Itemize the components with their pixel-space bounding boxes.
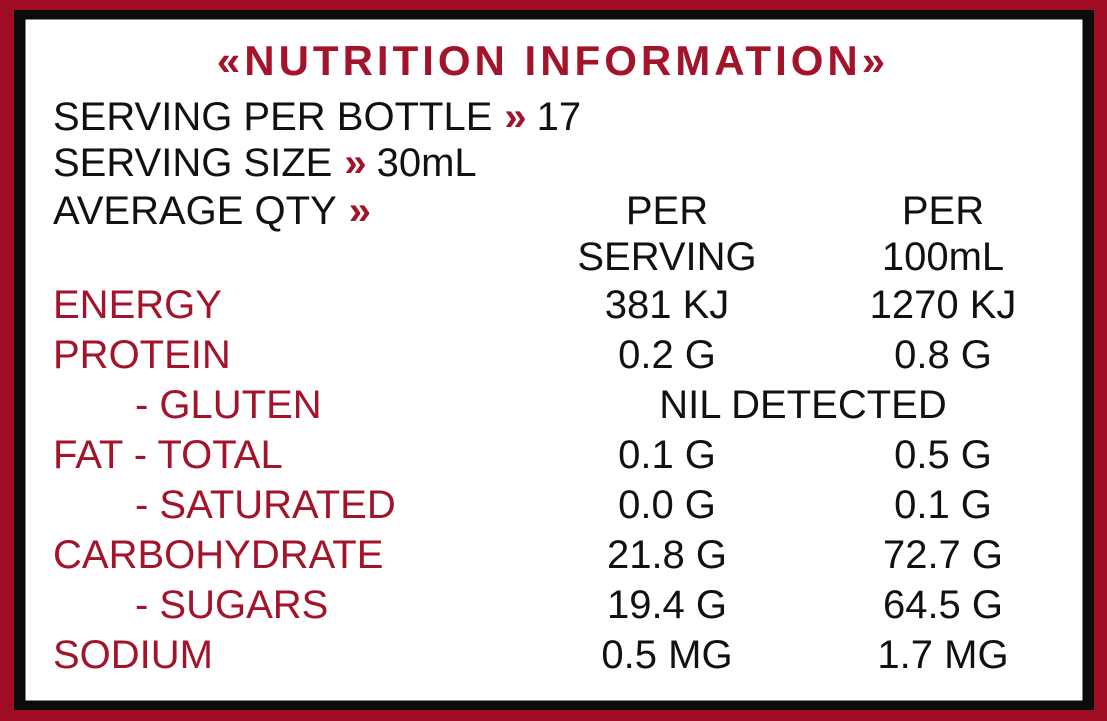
per-100ml-value: 64.5 G [883, 583, 1003, 627]
rows: ENERGY 381 KJ 1270 KJ PROTEIN 0.2 G 0.8 G - GL… [53, 283, 1016, 677]
info-value: 17 [537, 95, 582, 139]
per-serving-value: 0.1 G [618, 433, 716, 477]
nutrient-name: - SUGARS [135, 583, 328, 627]
info-label: SERVING SIZE [53, 141, 332, 185]
nutrient-name: SODIUM [53, 633, 213, 677]
nutrient-value: NIL DETECTED [659, 383, 946, 427]
nutrient-name: - SATURATED [135, 483, 396, 527]
info-line: SERVING PER BOTTLE » 17 [53, 95, 581, 139]
column-header: SERVING [577, 235, 756, 279]
info-label: SERVING PER BOTTLE [53, 95, 492, 139]
column-header: 100mL [882, 235, 1004, 279]
per-serving-value: 19.4 G [607, 583, 727, 627]
info-label: AVERAGE QTY [53, 189, 337, 233]
nutrient-name: PROTEIN [53, 333, 231, 377]
info-arrow: » [504, 95, 526, 139]
info-arrow: » [344, 141, 366, 185]
per-100ml-value: 0.1 G [894, 483, 992, 527]
column-header: PER [626, 189, 708, 233]
title: «NUTRITION INFORMATION» [217, 37, 889, 84]
nutrient-name: CARBOHYDRATE [53, 533, 383, 577]
nutrient-name: ENERGY [53, 283, 222, 327]
per-100ml-value: 1.7 MG [877, 633, 1008, 677]
per-serving-value: 381 KJ [605, 283, 730, 327]
per-100ml-value: 1270 KJ [870, 283, 1017, 327]
per-serving-value: 0.0 G [618, 483, 716, 527]
per-100ml-value: 0.8 G [894, 333, 992, 377]
per-serving-value: 21.8 G [607, 533, 727, 577]
per-100ml-value: 72.7 G [883, 533, 1003, 577]
info-line: AVERAGE QTY » [53, 189, 371, 233]
info-value: 30mL [377, 141, 477, 185]
nutrient-name: - GLUTEN [135, 383, 322, 427]
column-header: PER [902, 189, 984, 233]
info-line: SERVING SIZE » 30mL [53, 141, 477, 185]
per-serving-value: 0.2 G [618, 333, 716, 377]
per-100ml-value: 0.5 G [894, 433, 992, 477]
nutrient-name: FAT - TOTAL [53, 433, 283, 477]
per-serving-value: 0.5 MG [601, 633, 732, 677]
info-arrow: » [349, 189, 371, 233]
panel [22, 16, 1086, 704]
